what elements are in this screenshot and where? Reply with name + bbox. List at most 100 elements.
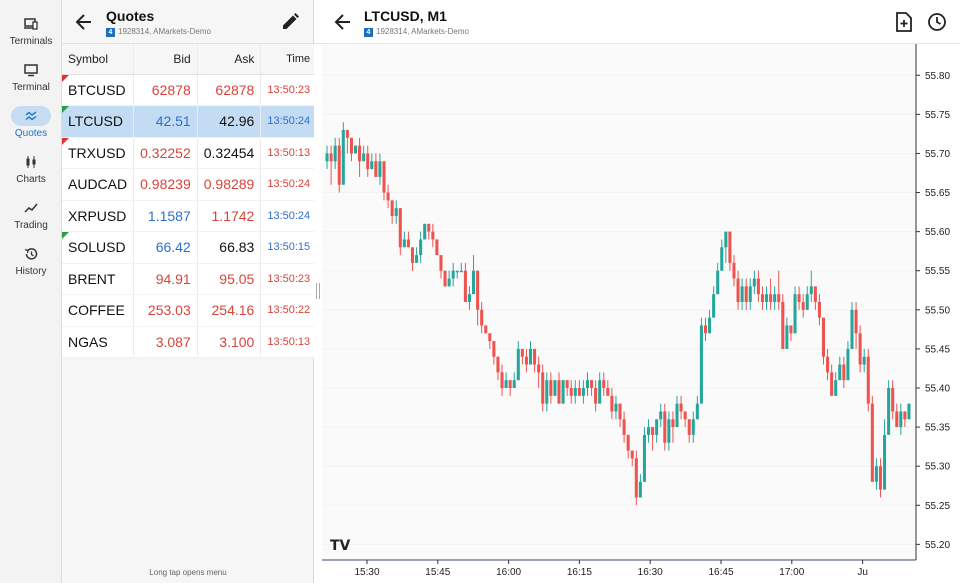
candle-body xyxy=(533,348,537,365)
quote-time: 13:50:24 xyxy=(267,115,311,128)
add-document-icon[interactable] xyxy=(893,11,917,35)
time-label: 17:00 xyxy=(779,567,804,578)
candle-body xyxy=(573,388,577,396)
candle-body xyxy=(638,481,642,498)
quote-row[interactable]: AUDCAD 0.98239 0.98289 13:50:24 xyxy=(62,168,317,201)
col-bid[interactable]: Bid xyxy=(133,44,198,75)
candle-body xyxy=(870,403,874,482)
back-arrow-icon[interactable] xyxy=(72,10,96,34)
candle-body xyxy=(703,325,708,334)
candle-body xyxy=(508,380,512,388)
quote-bid-cell: 42.51 xyxy=(133,105,198,138)
candle-body xyxy=(406,239,410,248)
candle-body xyxy=(443,270,447,287)
quote-ask-cell: 1.1742 xyxy=(196,200,261,232)
candle-body xyxy=(606,388,610,396)
candle-body xyxy=(842,364,846,381)
candle-body xyxy=(781,302,785,349)
candle-body xyxy=(651,427,655,435)
quote-time: 13:50:23 xyxy=(267,272,311,285)
quotes-table: Symbol Bid Ask Time BTCUSD 62878 62878 13:5… xyxy=(62,44,317,358)
candle-body xyxy=(659,411,663,420)
candle-body xyxy=(488,333,492,342)
quote-bid: 253.03 xyxy=(147,302,191,319)
nav-item-history[interactable]: History xyxy=(0,240,62,284)
candle-body xyxy=(402,239,406,248)
nav-item-terminal[interactable]: Terminal xyxy=(0,56,62,100)
quote-ask-cell: 3.100 xyxy=(196,326,261,358)
candle-body xyxy=(362,153,366,162)
price-label: 55.35 xyxy=(925,423,950,434)
candle-body xyxy=(549,380,553,396)
quote-row[interactable]: LTCUSD 42.51 42.96 13:50:24 xyxy=(62,105,317,138)
price-label: 55.30 xyxy=(925,462,950,473)
quote-bid: 0.98239 xyxy=(140,176,191,193)
quote-row[interactable]: BRENT 94.91 95.05 13:50:23 xyxy=(62,263,317,295)
candle-body xyxy=(769,294,773,302)
candle-body xyxy=(545,380,549,404)
quote-ask-cell: 66.83 xyxy=(196,231,261,264)
quote-row[interactable]: BTCUSD 62878 62878 13:50:23 xyxy=(62,74,317,106)
col-ask[interactable]: Ask xyxy=(196,44,261,75)
time-label: 16:45 xyxy=(708,567,733,578)
candle-body xyxy=(520,348,524,357)
quote-bid-cell: 62878 xyxy=(133,74,198,106)
candle-body xyxy=(748,286,752,302)
candle-body xyxy=(374,161,378,177)
candle-body xyxy=(528,348,533,365)
quote-row[interactable]: NGAS 3.087 3.100 13:50:13 xyxy=(62,326,317,358)
candle-body xyxy=(830,372,834,396)
candlestick-chart[interactable]: 55.80 55.75 55.70 55.65 55.60 55.55 55.50 55.45… xyxy=(314,44,960,583)
candle-body xyxy=(480,309,484,326)
candle-body xyxy=(899,411,903,428)
time-label: 16:15 xyxy=(567,567,592,578)
col-time[interactable]: Time xyxy=(260,44,317,75)
time-label: Ju xyxy=(857,567,868,578)
quote-time-cell: 13:50:24 xyxy=(260,105,317,138)
candle-body xyxy=(826,356,830,373)
price-label: 55.75 xyxy=(925,110,950,121)
quote-ask: 42.96 xyxy=(219,113,255,130)
quote-bid: 62878 xyxy=(151,81,191,98)
candle-body xyxy=(801,302,805,310)
candle-body xyxy=(565,380,569,388)
edit-pencil-icon[interactable] xyxy=(278,10,302,34)
candle-body xyxy=(736,278,740,302)
candle-body xyxy=(561,380,565,404)
quote-row[interactable]: TRXUSD 0.32252 0.32454 13:50:13 xyxy=(62,137,317,169)
nav-item-quotes[interactable]: Quotes xyxy=(0,102,62,146)
candle-body xyxy=(537,364,541,373)
quote-row[interactable]: XRPUSD 1.1587 1.1742 13:50:24 xyxy=(62,200,317,232)
time-label: 15:45 xyxy=(425,567,450,578)
candle-body xyxy=(724,231,728,248)
candle-body xyxy=(887,388,891,435)
candle-body xyxy=(862,356,866,365)
quote-symbol-cell: AUDCAD xyxy=(62,168,134,201)
candle-body xyxy=(345,130,349,138)
quotes-account: 4 1928314, AMarkets-Demo xyxy=(106,27,211,37)
candle-body xyxy=(817,302,821,318)
resize-handle[interactable] xyxy=(316,283,320,299)
candle-body xyxy=(398,208,402,248)
nav-item-charts[interactable]: Charts xyxy=(0,148,62,192)
quote-symbol-cell: XRPUSD xyxy=(62,200,134,232)
quote-bid-cell: 94.91 xyxy=(133,263,198,295)
chart-back-arrow-icon[interactable] xyxy=(331,10,355,34)
nav-item-terminals[interactable]: Terminals xyxy=(0,10,62,54)
plot-background xyxy=(322,44,916,560)
clock-icon[interactable] xyxy=(926,11,950,35)
price-label: 55.60 xyxy=(925,227,950,238)
account-badge: 4 xyxy=(106,28,115,37)
quote-row[interactable]: SOLUSD 66.42 66.83 13:50:15 xyxy=(62,231,317,264)
candle-body xyxy=(712,294,716,318)
quote-time: 13:50:15 xyxy=(267,241,311,254)
candle-body xyxy=(386,192,390,201)
quote-ask-cell: 0.98289 xyxy=(196,168,261,201)
quote-row[interactable]: COFFEE 253.03 254.16 13:50:22 xyxy=(62,294,317,327)
quotes-icon xyxy=(11,106,51,126)
col-symbol[interactable]: Symbol xyxy=(62,44,134,75)
quote-ask: 66.83 xyxy=(219,239,255,256)
candle-body xyxy=(423,223,427,240)
nav-item-trading[interactable]: Trading xyxy=(0,194,62,238)
candle-body xyxy=(484,325,488,334)
